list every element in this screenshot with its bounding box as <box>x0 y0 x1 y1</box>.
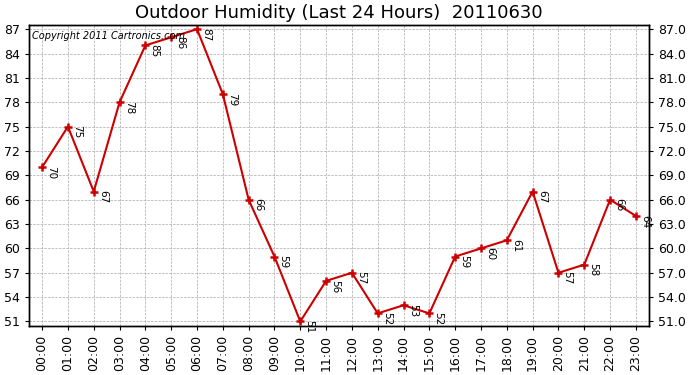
Text: 66: 66 <box>614 198 624 211</box>
Text: 58: 58 <box>589 263 598 276</box>
Text: 57: 57 <box>356 272 366 285</box>
Text: 67: 67 <box>537 190 546 203</box>
Text: 60: 60 <box>485 247 495 260</box>
Text: 56: 56 <box>331 279 340 293</box>
Text: 85: 85 <box>150 44 159 57</box>
Text: 79: 79 <box>227 93 237 106</box>
Text: 87: 87 <box>201 28 211 41</box>
Text: 66: 66 <box>253 198 263 211</box>
Text: 61: 61 <box>511 239 521 252</box>
Text: 51: 51 <box>304 320 315 333</box>
Text: 78: 78 <box>124 101 134 114</box>
Text: 67: 67 <box>98 190 108 203</box>
Text: Copyright 2011 Cartronics.com: Copyright 2011 Cartronics.com <box>32 31 186 41</box>
Text: 59: 59 <box>279 255 288 268</box>
Text: 57: 57 <box>562 272 573 285</box>
Text: 86: 86 <box>175 36 186 49</box>
Text: 52: 52 <box>382 312 392 325</box>
Title: Outdoor Humidity (Last 24 Hours)  20110630: Outdoor Humidity (Last 24 Hours) 2011063… <box>135 4 543 22</box>
Text: 75: 75 <box>72 125 82 138</box>
Text: 64: 64 <box>640 214 650 228</box>
Text: 70: 70 <box>46 166 57 179</box>
Text: 59: 59 <box>460 255 469 268</box>
Text: 53: 53 <box>408 304 417 317</box>
Text: 52: 52 <box>433 312 444 325</box>
